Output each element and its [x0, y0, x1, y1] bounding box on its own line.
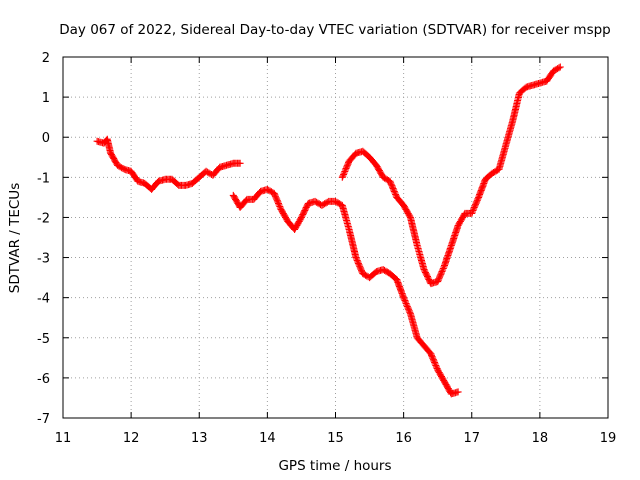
- y-tick-label: 2: [42, 51, 50, 66]
- x-axis-label: GPS time / hours: [278, 458, 391, 474]
- chart-title: Day 067 of 2022, Sidereal Day-to-day VTE…: [59, 22, 611, 38]
- series-segment-3: [338, 63, 564, 288]
- y-tick-label: -4: [37, 292, 50, 307]
- y-tick-label: -3: [37, 252, 50, 267]
- series-segment-1-dense-markers: [94, 136, 243, 192]
- series-segment-3-dense-markers: [339, 64, 563, 287]
- y-tick-label: 1: [42, 91, 50, 106]
- y-tick-label: -1: [37, 171, 50, 186]
- y-tick-label: -2: [37, 211, 50, 226]
- y-axis-label: SDTVAR / TECUs: [7, 183, 23, 293]
- grid: [63, 57, 608, 418]
- data-points: [93, 63, 564, 398]
- data-point: [338, 173, 346, 181]
- x-tick-label: 16: [395, 431, 412, 446]
- y-tick-label: 0: [42, 131, 50, 146]
- x-tick-label: 12: [123, 431, 140, 446]
- x-tick-label: 17: [463, 431, 480, 446]
- x-tick-label: 19: [600, 431, 617, 446]
- x-tick-label: 13: [191, 431, 208, 446]
- x-tick-label: 15: [327, 431, 344, 446]
- y-tick-label: -7: [37, 412, 50, 427]
- x-tick-label: 11: [55, 431, 72, 446]
- x-tick-label: 14: [259, 431, 276, 446]
- y-tick-label: -6: [37, 372, 50, 387]
- axis-ticks: 11 12 13 14 15 16 17 18 19 2 1 0 -1 -2 -3 -4 -5 -6 -7: [37, 51, 616, 446]
- x-tick-label: 18: [532, 431, 549, 446]
- series-segment-1: [93, 135, 244, 193]
- series-segment-2-dense-markers: [230, 186, 461, 397]
- y-tick-label: -5: [37, 332, 50, 347]
- series-segment-2: [229, 185, 462, 398]
